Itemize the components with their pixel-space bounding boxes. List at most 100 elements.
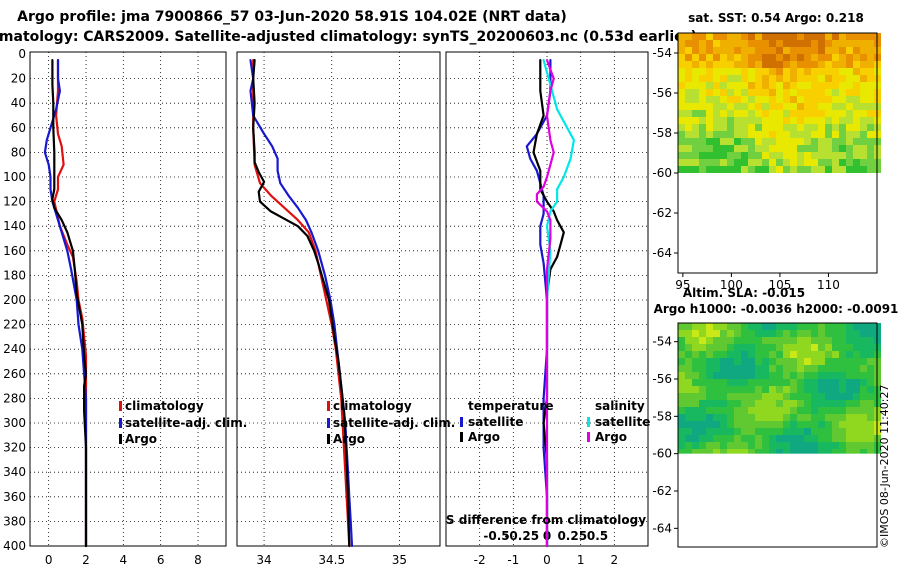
sla-pixel xyxy=(678,337,685,344)
sst-pixel xyxy=(727,68,734,75)
sst-pixel xyxy=(769,75,776,82)
sst-pixel xyxy=(853,82,860,89)
sst-pixel xyxy=(755,75,762,82)
sst-pixel xyxy=(678,40,685,47)
sst-pixel xyxy=(692,145,699,152)
sst-pixel xyxy=(783,117,790,124)
sla-y-tick-label: -58 xyxy=(652,409,672,423)
sla-pixel xyxy=(706,379,713,386)
sla-map-title-1: Altim. SLA: -0.015 xyxy=(683,286,805,300)
sst-pixel xyxy=(699,131,706,138)
sla-pixel xyxy=(769,428,776,435)
sst-pixel xyxy=(727,75,734,82)
sla-pixel xyxy=(692,351,699,358)
sst-pixel xyxy=(867,61,874,68)
sla-pixel xyxy=(685,351,692,358)
sla-pixel xyxy=(867,379,874,386)
sst-pixel xyxy=(720,131,727,138)
sst-pixel xyxy=(860,159,867,166)
sst-pixel xyxy=(720,68,727,75)
sst-y-tick-label: -60 xyxy=(652,166,672,180)
legend-salinity-title: salinity xyxy=(595,399,645,413)
sla-pixel xyxy=(769,393,776,400)
sst-pixel xyxy=(706,138,713,145)
sla-pixel xyxy=(867,428,874,435)
sla-pixel xyxy=(867,358,874,365)
sla-pixel xyxy=(832,421,839,428)
sst-pixel xyxy=(699,40,706,47)
sla-map-frame xyxy=(677,322,878,548)
sla-pixel xyxy=(825,428,832,435)
sst-pixel xyxy=(720,40,727,47)
series-line-satellite-adj-clim- xyxy=(249,58,354,548)
sst-pixel xyxy=(699,96,706,103)
x-tick-label: 4 xyxy=(120,553,128,567)
sst-pixel xyxy=(776,138,783,145)
sst-pixel xyxy=(685,138,692,145)
sst-pixel xyxy=(727,152,734,159)
sst-pixel xyxy=(832,40,839,47)
sst-pixel xyxy=(734,54,741,61)
sla-pixel xyxy=(762,414,769,421)
sla-pixel xyxy=(825,330,832,337)
sla-pixel xyxy=(713,330,720,337)
sla-pixel xyxy=(685,400,692,407)
sla-pixel xyxy=(699,400,706,407)
sst-pixel xyxy=(734,68,741,75)
sla-pixel xyxy=(860,414,867,421)
sla-pixel xyxy=(762,372,769,379)
sla-pixel xyxy=(818,330,825,337)
sla-pixel xyxy=(804,330,811,337)
sst-pixel xyxy=(853,159,860,166)
sst-pixel xyxy=(727,145,734,152)
sst-y-tick-label: -62 xyxy=(652,206,672,220)
sla-pixel xyxy=(776,344,783,351)
sst-pixel xyxy=(769,96,776,103)
sla-pixel xyxy=(853,365,860,372)
sla-pixel xyxy=(797,358,804,365)
sst-pixel xyxy=(706,124,713,131)
sla-pixel xyxy=(734,428,741,435)
sst-pixel xyxy=(839,117,846,124)
sla-pixel xyxy=(825,400,832,407)
sst-pixel xyxy=(818,110,825,117)
sst-pixel xyxy=(762,75,769,82)
sla-pixel xyxy=(853,330,860,337)
sst-pixel xyxy=(797,68,804,75)
sla-pixel xyxy=(748,337,755,344)
sla-pixel xyxy=(790,379,797,386)
y-tick-label: 160 xyxy=(3,244,26,258)
sst-map-title: sat. SST: 0.54 Argo: 0.218 xyxy=(688,11,864,25)
sst-pixel xyxy=(790,103,797,110)
sst-pixel xyxy=(846,68,853,75)
sla-pixel xyxy=(832,330,839,337)
sst-pixel xyxy=(804,40,811,47)
sst-pixel xyxy=(818,82,825,89)
sst-pixel xyxy=(818,40,825,47)
sst-pixel xyxy=(692,152,699,159)
sst-pixel xyxy=(853,68,860,75)
sla-pixel xyxy=(804,351,811,358)
sst-pixel xyxy=(832,159,839,166)
sst-pixel xyxy=(678,117,685,124)
sla-pixel xyxy=(769,365,776,372)
sla-pixel xyxy=(769,386,776,393)
y-tick-label: 20 xyxy=(11,72,26,86)
sst-pixel xyxy=(867,75,874,82)
sla-pixel xyxy=(734,372,741,379)
sla-pixel xyxy=(762,330,769,337)
sst-pixel xyxy=(713,61,720,68)
sst-pixel xyxy=(804,68,811,75)
sst-pixel xyxy=(804,61,811,68)
sla-pixel xyxy=(685,358,692,365)
sla-pixel xyxy=(839,414,846,421)
sst-pixel xyxy=(860,61,867,68)
sst-pixel xyxy=(832,96,839,103)
sla-pixel xyxy=(797,323,804,330)
sla-pixel xyxy=(804,337,811,344)
sla-pixel xyxy=(797,386,804,393)
sst-pixel xyxy=(727,110,734,117)
sla-pixel xyxy=(853,358,860,365)
sst-pixel xyxy=(685,152,692,159)
sla-pixel xyxy=(748,435,755,442)
